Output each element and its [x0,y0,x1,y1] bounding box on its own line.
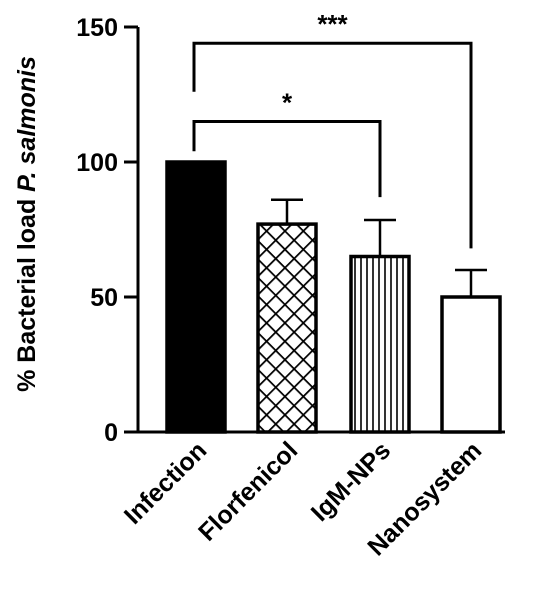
significance-bracket [192,120,382,198]
y-tick-label: 100 [76,149,118,177]
y-tick-label: 0 [104,419,118,447]
x-tick-label: Infection [119,436,212,529]
significance-label: *** [317,9,348,39]
significance-label: * [282,88,293,118]
x-tick-label: Florfenicol [193,436,303,546]
y-tick-label: 150 [76,14,118,42]
bar-igm-nps [349,254,411,434]
bar-florfenicol [256,222,318,434]
bar-infection [165,160,227,434]
significance-bracket [192,41,473,249]
x-tick-label: IgM-NPs [306,436,397,527]
y-axis-label: % Bacterial load P. salmonis [13,56,41,392]
bar-nanosystem [440,295,502,434]
y-tick-label: 50 [90,284,118,312]
